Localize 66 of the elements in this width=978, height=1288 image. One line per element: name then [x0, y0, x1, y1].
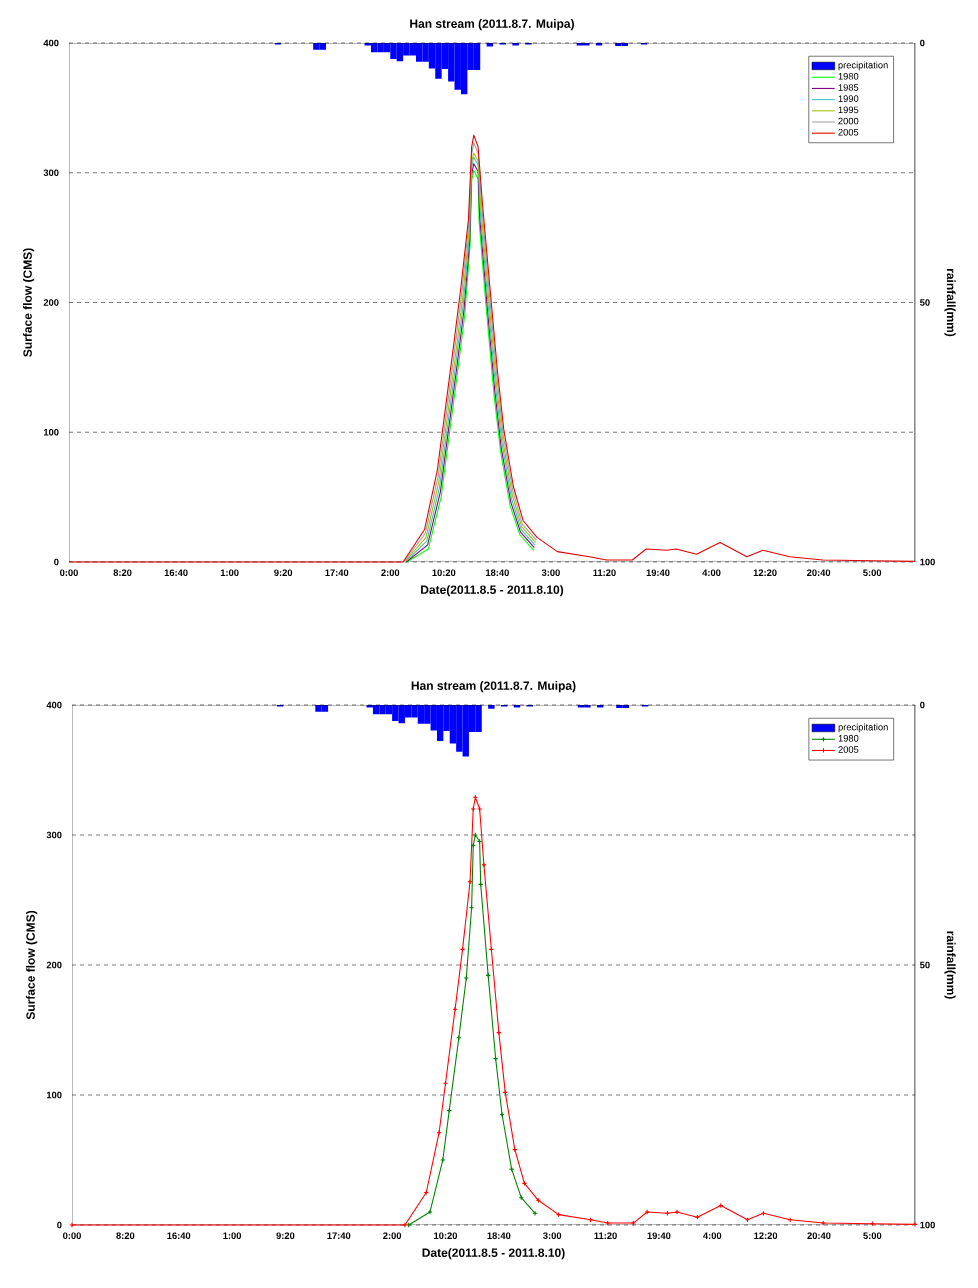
y2-tick-label: 0	[920, 39, 925, 47]
x-tick-label: 18:40	[486, 569, 509, 576]
legend-label: precipitation	[838, 61, 888, 71]
y2-tick-label: 100	[920, 1221, 935, 1229]
x-tick-label: 0:00	[60, 569, 78, 576]
x-tick-label: 5:00	[863, 569, 882, 576]
x-tick-label: 17:40	[325, 569, 349, 576]
x-tick-label: 2:00	[381, 569, 400, 576]
x-tick-label: 3:00	[541, 569, 560, 576]
legend-label: 1985	[838, 84, 859, 91]
x-tick-label: 10:20	[434, 1232, 458, 1239]
y2-tick-label: 50	[920, 299, 930, 306]
y2-tick-label: 100	[920, 558, 935, 566]
x-tick-label: 9:20	[276, 1232, 295, 1239]
x-tick-label: 4:00	[702, 569, 721, 576]
y2-axis-title: rainfall(mm)	[944, 268, 956, 337]
x-tick-label: 16:40	[167, 1232, 191, 1239]
x-tick-label: 12:20	[753, 569, 777, 576]
legend-label: 1990	[838, 95, 859, 102]
x-tick-label: 4:00	[703, 1232, 722, 1239]
x-tick-label: 9:20	[274, 569, 293, 576]
x-tick-label: 18:40	[487, 1232, 511, 1239]
y-tick-label: 300	[46, 831, 62, 839]
x-tick-label: 12:20	[754, 1232, 778, 1239]
y-tick-label: 100	[43, 428, 59, 436]
legend-label: 1980	[838, 735, 859, 742]
x-tick-label: 8:20	[116, 1232, 135, 1239]
x-tick-label: 16:40	[164, 569, 188, 576]
legend-label: 2005	[838, 746, 859, 753]
legend-label: 1980	[838, 73, 859, 80]
y2-axis-title: rainfall(mm)	[944, 931, 956, 999]
x-tick-label: 1:00	[223, 1232, 242, 1239]
y-tick-label: 400	[43, 39, 59, 47]
legend-label: 2000	[838, 117, 859, 125]
x-tick-label: 19:40	[646, 569, 670, 576]
x-tick-label: 10:20	[432, 569, 456, 576]
x-tick-label: 5:00	[863, 1232, 882, 1239]
x-tick-label: 1:00	[220, 569, 239, 576]
x-tick-label: 20:40	[807, 1232, 831, 1239]
chart-title: Han stream (2011.8.7. Muipa)	[410, 19, 574, 31]
x-tick-label: 19:40	[647, 1232, 671, 1239]
y2-tick-label: 50	[920, 961, 930, 969]
y-tick-label: 200	[46, 961, 62, 969]
y-axis-title: Surface flow (CMS)	[26, 910, 38, 1020]
chart-title: Han stream (2011.8.7. Muipa)	[411, 681, 576, 693]
x-tick-label: 20:40	[807, 569, 831, 576]
x-tick-label: 3:00	[543, 1232, 562, 1239]
legend-label: 2005	[838, 128, 859, 136]
y-tick-label: 300	[43, 169, 59, 177]
y-tick-label: 200	[43, 299, 59, 306]
x-tick-label: 0:00	[63, 1232, 81, 1239]
legend-label: precipitation	[838, 723, 888, 733]
x-tick-label: 11:20	[594, 1232, 617, 1239]
y-tick-label: 100	[46, 1091, 62, 1099]
x-tick-label: 11:20	[593, 569, 616, 576]
y-tick-label: 0	[57, 1221, 62, 1229]
y-tick-label: 0	[54, 558, 59, 566]
legend-label: 1995	[838, 106, 859, 114]
x-tick-label: 17:40	[327, 1232, 351, 1239]
x-axis-title: Date(2011.8.5 - 2011.8.10)	[421, 585, 564, 597]
y-tick-label: 400	[46, 701, 62, 709]
x-axis-title: Date(2011.8.5 - 2011.8.10)	[422, 1248, 565, 1260]
x-tick-label: 2:00	[383, 1232, 402, 1239]
x-tick-label: 8:20	[113, 569, 132, 576]
y2-tick-label: 0	[920, 701, 925, 709]
y-axis-title: Surface flow (CMS)	[23, 248, 35, 357]
